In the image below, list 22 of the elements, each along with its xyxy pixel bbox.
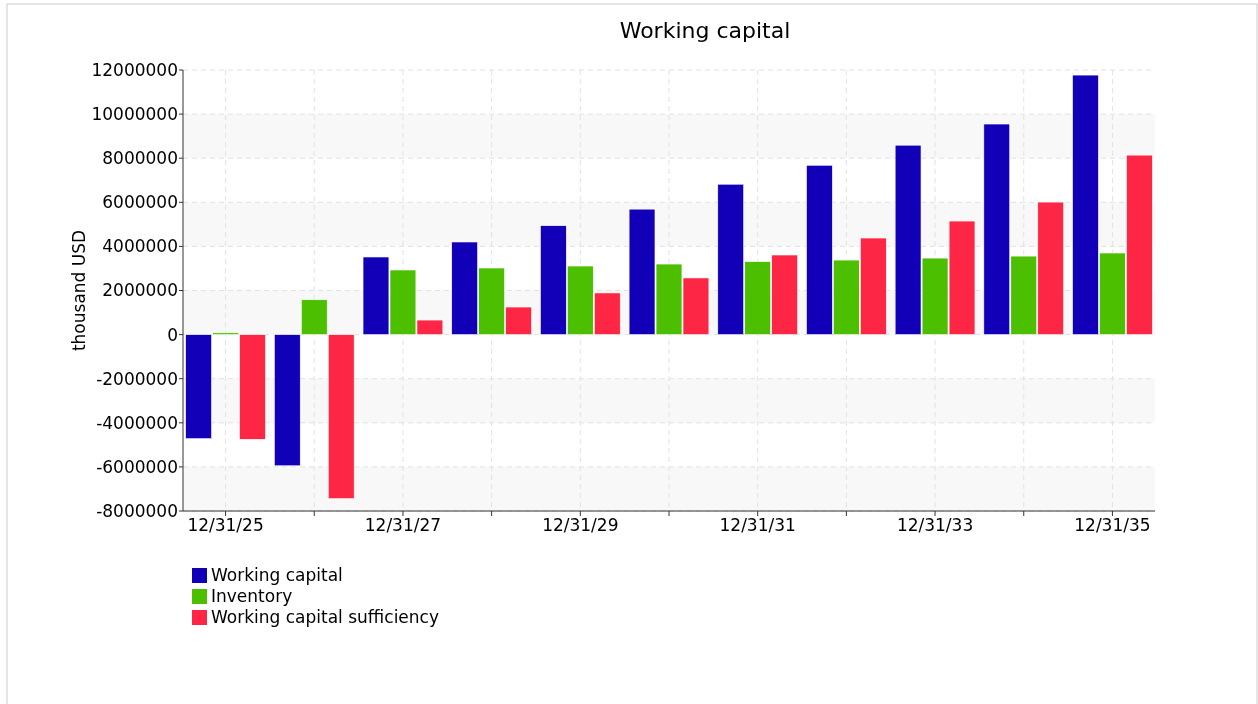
x-tick-label: 12/31/27	[364, 515, 442, 535]
y-tick-label: 0	[167, 324, 178, 345]
x-tick-label: 12/31/29	[542, 515, 619, 535]
x-tick-label: 12/31/33	[896, 515, 974, 535]
y-tick-label: -6000000	[96, 456, 178, 477]
y-tick-label: -2000000	[96, 368, 178, 389]
y-tick-label: -8000000	[96, 500, 178, 521]
y-tick-label: 10000000	[91, 104, 178, 125]
y-tick-label: -4000000	[96, 412, 178, 433]
legend-label: Working capital sufficiency	[211, 607, 440, 627]
x-tick-label: 12/31/35	[1074, 515, 1151, 535]
legend-label: Inventory	[211, 586, 293, 606]
y-tick-label: 2000000	[102, 280, 178, 301]
legend-label: Working capital	[211, 565, 343, 585]
y-axis-title: thousand USD	[69, 229, 89, 352]
y-tick-label: 4000000	[102, 236, 178, 257]
x-tick-label: 12/31/31	[719, 515, 796, 535]
y-tick-label: 6000000	[102, 192, 178, 213]
y-tick-label: 12000000	[91, 59, 178, 80]
y-tick-label: 8000000	[102, 148, 178, 169]
chart-title: Working capital	[619, 18, 791, 43]
x-tick-label: 12/31/25	[187, 515, 264, 535]
